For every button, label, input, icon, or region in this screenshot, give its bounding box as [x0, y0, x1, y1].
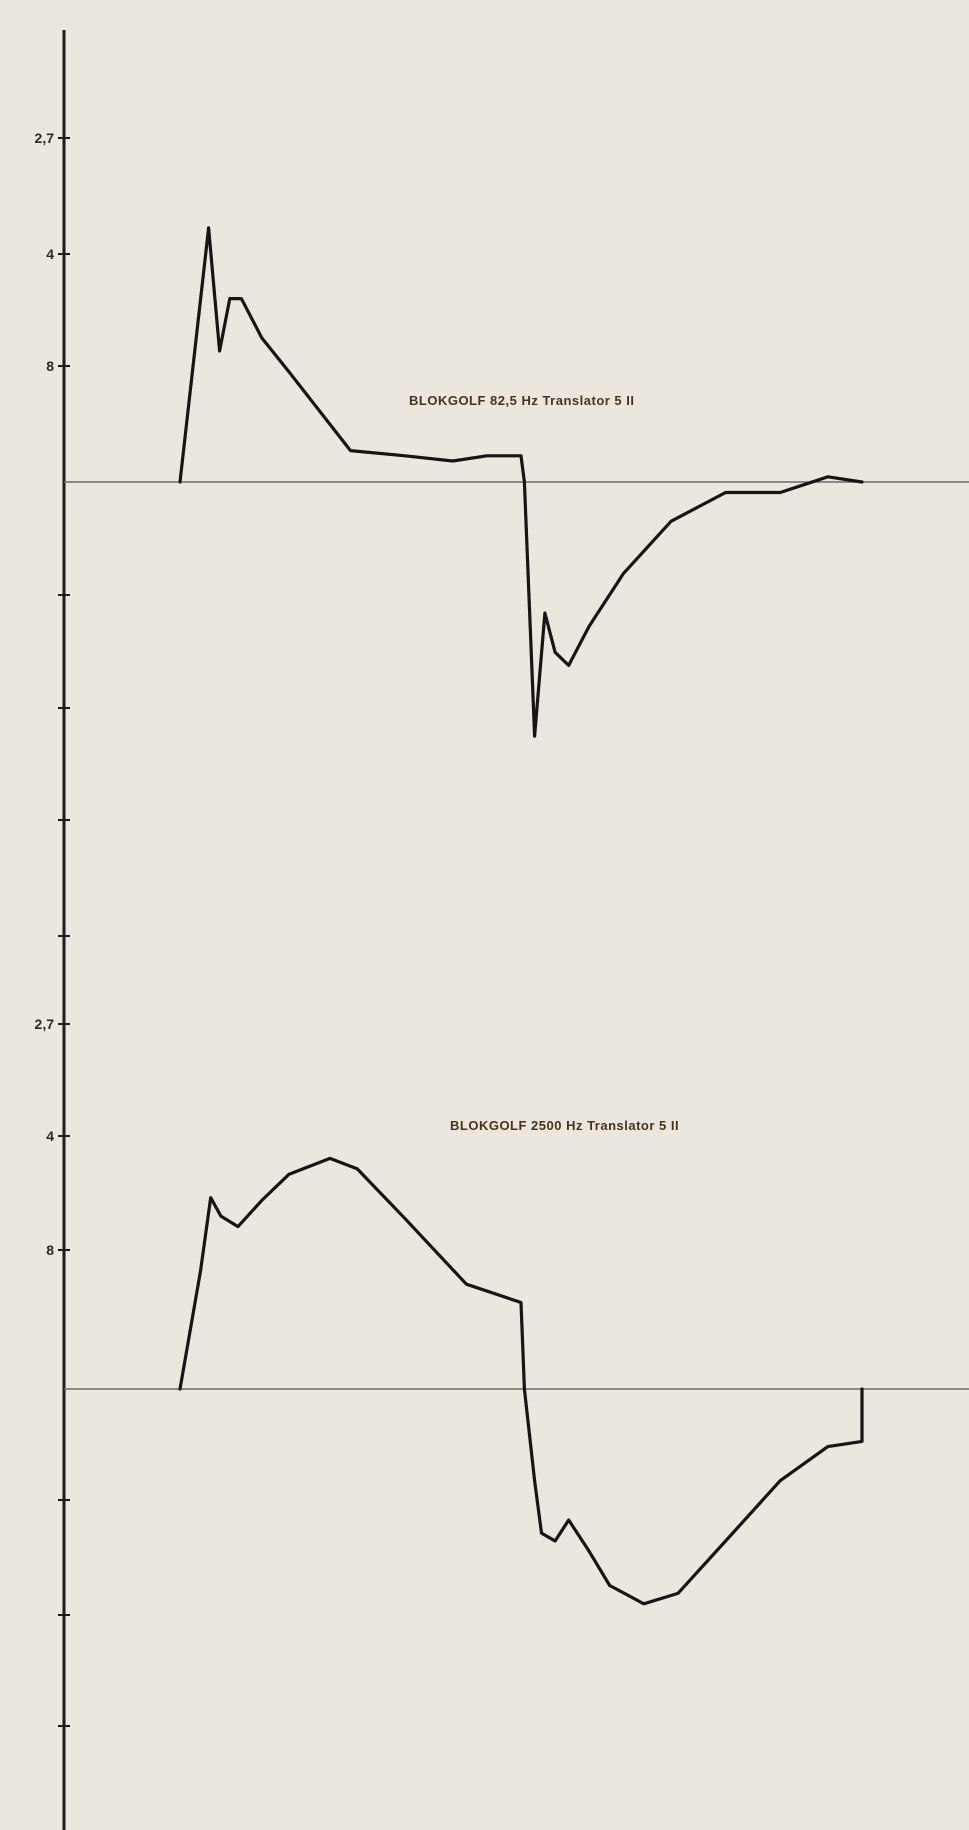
y-tick-label-1-1: 2,7 [35, 130, 55, 146]
waveform-trace-2 [178, 1156, 864, 1606]
labels-layer: 2,7 4 8 BLOKGOLF 82,5 Hz Translator 5 II 2,7… [35, 130, 679, 1258]
traces-layer [178, 226, 864, 1606]
waveform-caption-1: BLOKGOLF 82,5 Hz Translator 5 II [409, 393, 635, 408]
waveform-trace-1 [178, 226, 864, 738]
y-tick-label-1-2: 4 [46, 246, 54, 262]
y-tick-label-2-3: 8 [46, 1242, 54, 1258]
waveform-caption-2: BLOKGOLF 2500 Hz Translator 5 II [450, 1118, 679, 1133]
y-tick-label-2-2: 4 [46, 1128, 54, 1144]
axes-layer [58, 30, 969, 1830]
y-tick-label-1-3: 8 [46, 358, 54, 374]
y-tick-label-2-1: 2,7 [35, 1016, 55, 1032]
